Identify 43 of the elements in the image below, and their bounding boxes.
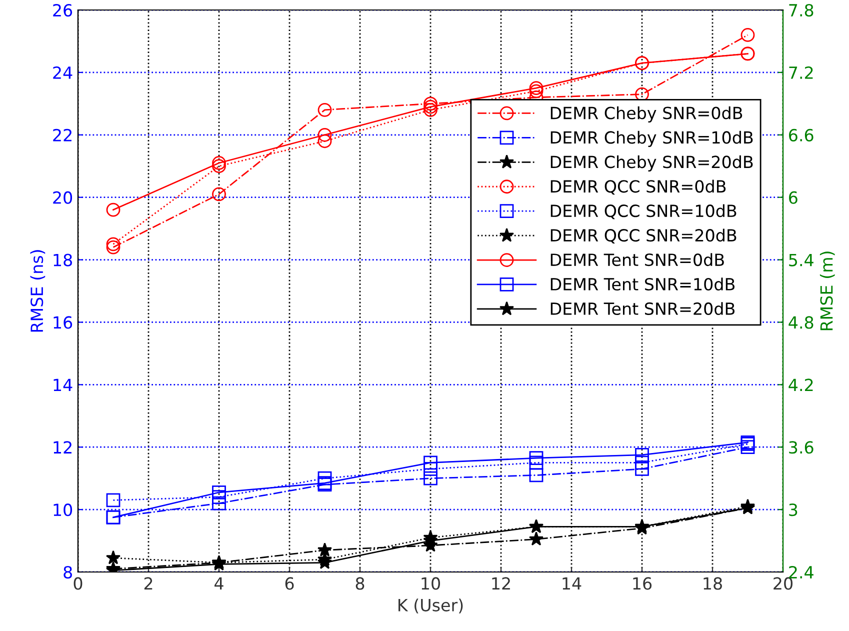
y-axis-title: RMSE (ns)	[30, 250, 46, 332]
x-tick-label: 8	[356, 577, 364, 590]
x-tick-label: 16	[633, 577, 652, 590]
x-tick-label: 10	[422, 577, 440, 590]
legend-label: DEMR Cheby SNR=0dB	[550, 106, 742, 123]
y-tick-label: 26	[53, 4, 72, 17]
y-tick-label: 14	[54, 378, 72, 391]
legend-label: DEMR Tent SNR=10dB	[550, 278, 735, 291]
legend-label: DEMR Tent SNR=20dB	[550, 302, 735, 316]
y2-tick-label: 6	[789, 191, 798, 204]
y2-tick-label: 7.2	[789, 66, 813, 79]
legend-label: DEMR QCC SNR=10dB	[550, 204, 736, 220]
x-tick-label: 18	[704, 577, 722, 590]
legend-label: DEMR Cheby SNR=10dB	[550, 130, 753, 147]
y-tick-label: 24	[53, 66, 72, 79]
y2-axis-title: RMSE (m)	[820, 252, 835, 330]
y-tick-label: 22	[53, 128, 72, 142]
legend-label: DEMR QCC SNR=20dB	[550, 228, 736, 244]
y2-tick-label: 4.2	[788, 378, 813, 391]
y2-tick-label: 3.6	[789, 441, 814, 454]
y-tick-label: 12	[54, 441, 72, 454]
x-axis-title: K (User)	[398, 598, 463, 614]
x-tick-label: 2	[144, 577, 152, 590]
y2-tick-label: 7.8	[789, 4, 814, 17]
y2-tick-label: 5.4	[789, 254, 814, 266]
y2-tick-label: 3	[789, 504, 798, 516]
y2-tick-label: 2.4	[789, 566, 814, 578]
legend-label: DEMR QCC SNR=0dB	[550, 180, 726, 195]
x-tick-label: 12	[492, 577, 510, 590]
legend-label: DEMR Tent SNR=0dB	[550, 253, 724, 266]
y2-tick-label: 6.6	[789, 128, 814, 142]
y-tick-label: 16	[54, 316, 72, 329]
x-tick-label: 6	[285, 577, 294, 590]
legend-label: DEMR Cheby SNR=20dB	[550, 155, 753, 172]
y-tick-label: 10	[54, 504, 72, 516]
y-tick-label: 8	[64, 566, 72, 579]
y-tick-label: 18	[54, 254, 72, 266]
x-tick-label: 14	[562, 577, 582, 590]
y2-tick-label: 4.8	[788, 316, 814, 329]
x-tick-label: 20	[774, 577, 792, 590]
y-tick-label: 20	[53, 191, 72, 204]
x-tick-label: 0	[74, 577, 82, 590]
x-tick-label: 4	[214, 577, 224, 590]
